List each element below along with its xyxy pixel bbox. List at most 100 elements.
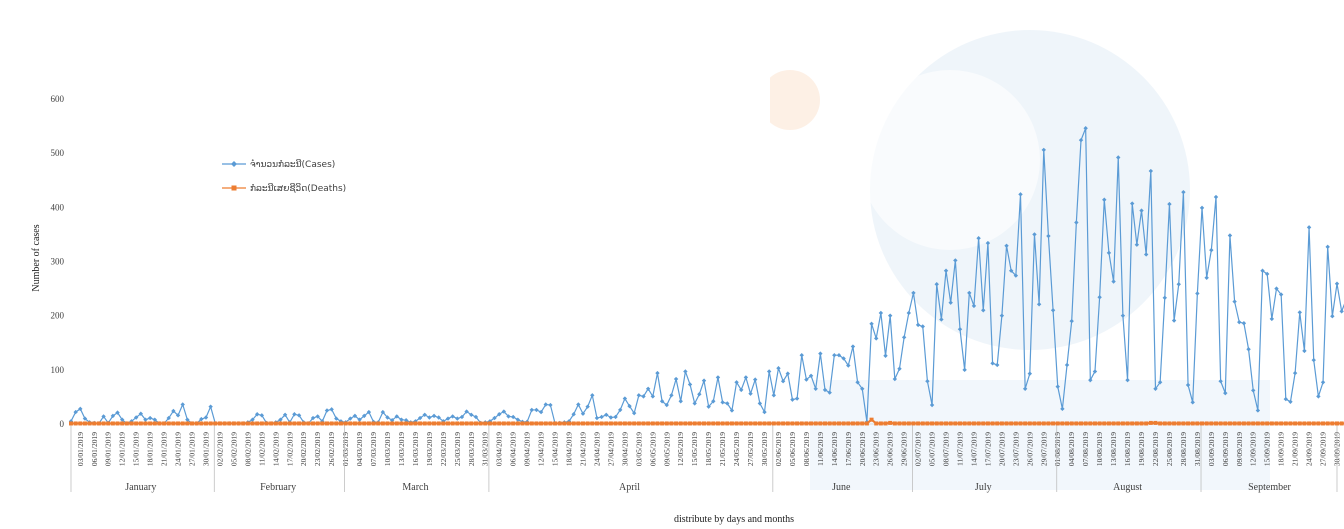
x-tick-label: 06/05/2019 [648, 432, 657, 466]
data-point-cases [352, 413, 358, 419]
x-tick-label: 16/08/2019 [1123, 432, 1132, 466]
data-point-cases [1074, 220, 1079, 225]
data-point-cases [673, 376, 679, 382]
x-tick-label: 14/02/2019 [271, 432, 280, 466]
data-point-deaths [436, 421, 441, 426]
data-point-deaths [1111, 421, 1116, 426]
data-point-deaths [315, 421, 320, 426]
legend: ຈຳນວນກໍລະນີ(Cases) ກໍລະນີເສຍຊີວິດ(Deaths… [222, 159, 346, 194]
data-point-cases [841, 356, 846, 361]
data-point-deaths [753, 421, 758, 426]
data-point-deaths [874, 421, 879, 426]
data-point-deaths [1069, 421, 1074, 426]
data-point-deaths [185, 421, 190, 426]
data-point-deaths [1083, 421, 1088, 426]
x-tick-label: 05/02/2019 [229, 432, 238, 466]
data-point-cases [73, 409, 78, 415]
data-point-deaths [976, 421, 981, 426]
x-tick-label: 20/06/2019 [858, 432, 867, 466]
data-point-cases [250, 417, 255, 422]
data-point-cases [357, 417, 362, 422]
data-point-deaths [245, 421, 250, 426]
month-label: January [125, 482, 156, 493]
x-tick-label: 17/06/2019 [844, 432, 853, 466]
data-point-cases [436, 415, 441, 420]
data-point-cases [1092, 369, 1098, 374]
data-point-deaths [706, 421, 711, 426]
data-point-cases [1120, 313, 1126, 318]
data-point-deaths [1190, 421, 1195, 426]
data-point-deaths [641, 421, 646, 426]
data-point-cases [850, 344, 856, 349]
data-point-deaths [562, 421, 567, 426]
x-tick-label: 12/05/2019 [676, 432, 685, 466]
x-tick-label: 07/03/2019 [369, 432, 378, 466]
data-point-cases [143, 417, 148, 422]
data-point-cases [911, 290, 916, 296]
y-tick-label: 100 [51, 365, 65, 375]
data-point-deaths [73, 421, 78, 426]
data-point-deaths [920, 421, 925, 426]
data-point-deaths [162, 421, 167, 426]
data-point-cases [1199, 205, 1205, 211]
data-point-deaths [352, 421, 357, 426]
data-point-cases [101, 414, 106, 419]
data-point-deaths [1037, 421, 1042, 426]
data-point-deaths [166, 421, 171, 426]
data-point-cases [999, 313, 1005, 318]
data-point-deaths [1176, 421, 1181, 426]
x-tick-label: 20/02/2019 [299, 432, 308, 466]
data-point-deaths [1162, 421, 1167, 426]
data-point-cases [883, 353, 888, 358]
x-tick-label: 16/03/2019 [411, 432, 420, 466]
x-tick-label: 24/01/2019 [174, 432, 183, 466]
data-point-cases [175, 413, 181, 418]
data-point-cases [599, 414, 604, 420]
data-point-deaths [1172, 421, 1177, 426]
data-point-cases [692, 401, 697, 406]
data-point-deaths [1218, 421, 1223, 426]
x-tick-label: 06/04/2019 [509, 432, 518, 466]
data-point-deaths [124, 421, 129, 426]
y-tick-label: 600 [51, 94, 65, 104]
data-point-cases [678, 399, 683, 404]
data-point-cases [152, 417, 157, 422]
data-point-deaths [1023, 421, 1028, 426]
data-point-cases [636, 393, 642, 398]
data-point-deaths [1321, 421, 1326, 426]
data-point-deaths [827, 421, 832, 426]
data-point-cases [315, 414, 320, 419]
data-point-cases [953, 258, 958, 263]
data-point-deaths [324, 421, 329, 426]
data-point-cases [464, 409, 469, 414]
data-point-cases [1176, 282, 1181, 287]
x-tick-label: 12/01/2019 [118, 432, 127, 466]
y-tick-label: 0 [60, 419, 65, 429]
data-point-deaths [236, 421, 241, 426]
data-point-cases [1325, 244, 1330, 250]
data-point-deaths [231, 421, 236, 426]
data-point-deaths [143, 421, 148, 426]
data-point-cases [1171, 318, 1177, 323]
x-tick-label: 11/02/2019 [257, 432, 266, 466]
data-point-cases [129, 419, 134, 424]
data-point-cases [1264, 271, 1270, 277]
data-point-deaths [557, 421, 562, 426]
legend-label-cases: ຈຳນວນກໍລະນີ(Cases) [250, 159, 335, 170]
x-tick-label: 15/05/2019 [690, 432, 699, 466]
data-point-deaths [1335, 421, 1339, 426]
data-point-deaths [511, 421, 516, 426]
data-point-cases [869, 321, 874, 326]
data-point-deaths [1055, 421, 1060, 426]
data-point-deaths [539, 421, 544, 426]
x-tick-label: 10/08/2019 [1095, 432, 1104, 466]
data-point-deaths [757, 421, 762, 426]
x-tick-label: 02/06/2019 [774, 432, 783, 466]
series-line-cases [70, 128, 1344, 425]
x-tick-label: 21/01/2019 [160, 432, 169, 466]
x-tick-label: 04/08/2019 [1067, 432, 1076, 466]
data-point-cases [1316, 394, 1321, 399]
data-point-cases [1018, 192, 1023, 197]
data-point-cases [943, 268, 949, 273]
data-point-cases [380, 409, 386, 415]
